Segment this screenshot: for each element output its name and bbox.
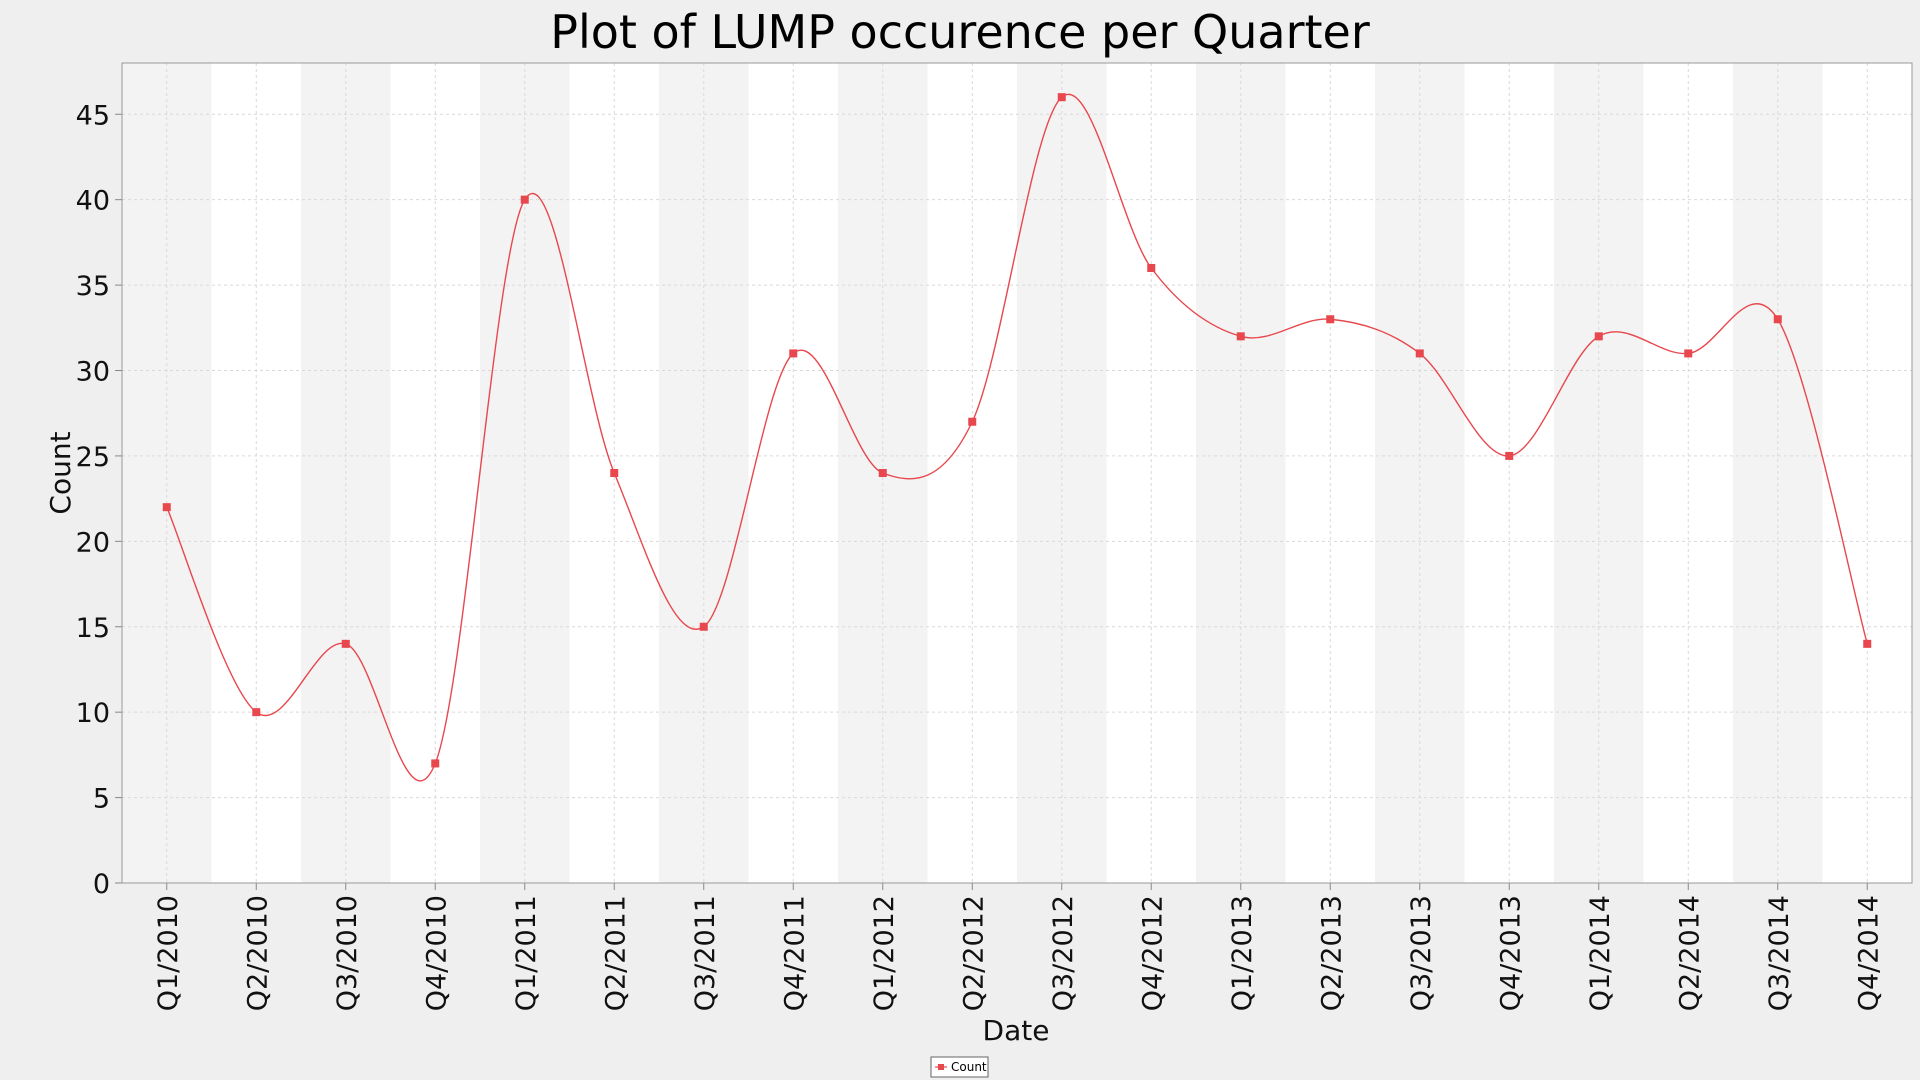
data-point-Q4/2014	[1863, 639, 1872, 648]
data-point-Q2/2014	[1684, 349, 1693, 358]
y-tick-label-15: 15	[76, 613, 110, 644]
y-axis: 0 5 10 15 20 25 30 35 40 45	[76, 100, 122, 900]
data-point-Q1/2012	[878, 469, 887, 477]
data-point-Q4/2010	[431, 759, 440, 768]
x-tick-label-Q1/2014: Q1/2014	[1585, 895, 1616, 1011]
x-tick-label-Q1/2013: Q1/2013	[1227, 895, 1258, 1011]
plot-border	[121, 62, 1913, 884]
y-tick-label-20: 20	[76, 527, 110, 558]
x-tick-label-Q2/2011: Q2/2011	[600, 895, 631, 1011]
legend-marker	[938, 1064, 944, 1070]
data-point-Q1/2010	[162, 503, 171, 512]
y-tick-label-30: 30	[76, 357, 110, 388]
x-tick-label-Q3/2010: Q3/2010	[332, 895, 363, 1011]
x-tick-label-Q3/2013: Q3/2013	[1406, 895, 1437, 1011]
y-tick-label-35: 35	[76, 271, 110, 302]
data-point-Q2/2010	[252, 708, 261, 717]
y-tick-label-5: 5	[93, 784, 110, 815]
data-point-Q1/2013	[1236, 332, 1245, 341]
data-point-Q2/2013	[1326, 315, 1335, 324]
data-point-Q4/2012	[1147, 264, 1156, 272]
x-tick-label-Q4/2011: Q4/2011	[779, 895, 810, 1011]
series-count	[162, 93, 1872, 782]
data-point-Q3/2013	[1415, 349, 1424, 358]
data-point-Q3/2010	[341, 639, 350, 648]
x-tick-label-Q4/2013: Q4/2013	[1495, 895, 1526, 1011]
x-tick-label-Q4/2014: Q4/2014	[1853, 895, 1884, 1011]
data-point-Q3/2011	[699, 622, 708, 631]
data-point-Q3/2014	[1773, 315, 1782, 324]
x-tick-label-Q2/2014: Q2/2014	[1674, 895, 1705, 1011]
x-axis-label: Date	[983, 1014, 1050, 1047]
data-point-Q1/2011	[520, 195, 529, 204]
data-point-Q2/2011	[610, 469, 619, 477]
x-tick-label-Q1/2012: Q1/2012	[869, 895, 900, 1011]
data-point-Q1/2014	[1594, 332, 1603, 341]
legend-label: Count	[951, 1060, 987, 1074]
data-point-Q4/2013	[1505, 451, 1514, 460]
x-tick-label-Q3/2012: Q3/2012	[1048, 895, 1079, 1011]
x-tick-label-Q2/2010: Q2/2010	[242, 895, 273, 1011]
x-axis: Q1/2010 Q2/2010 Q3/2010 Q4/2010 Q1/2011 Q2/20…	[153, 883, 1884, 1011]
legend: Count	[930, 1056, 989, 1078]
y-tick-label-25: 25	[76, 442, 110, 473]
data-point-Q2/2012	[968, 417, 977, 426]
x-tick-label-Q4/2010: Q4/2010	[421, 895, 452, 1011]
x-tick-label-Q1/2011: Q1/2011	[511, 895, 542, 1011]
x-tick-label-Q4/2012: Q4/2012	[1137, 895, 1168, 1011]
data-point-Q4/2011	[789, 349, 798, 358]
legend-box	[930, 1056, 989, 1078]
x-tick-label-Q3/2014: Q3/2014	[1764, 895, 1795, 1011]
x-tick-label-Q1/2010: Q1/2010	[153, 895, 184, 1011]
y-tick-label-40: 40	[76, 186, 110, 217]
chart-title: Plot of LUMP occurence per Quarter	[550, 5, 1370, 59]
y-tick-label-0: 0	[93, 869, 110, 900]
x-tick-label-Q2/2012: Q2/2012	[958, 895, 989, 1011]
x-tick-label-Q3/2011: Q3/2011	[690, 895, 721, 1011]
y-tick-label-10: 10	[76, 698, 110, 729]
y-axis-label: Count	[44, 431, 77, 514]
y-tick-label-45: 45	[76, 100, 110, 131]
x-tick-label-Q2/2013: Q2/2013	[1316, 895, 1347, 1011]
data-point-Q3/2012	[1057, 93, 1066, 102]
